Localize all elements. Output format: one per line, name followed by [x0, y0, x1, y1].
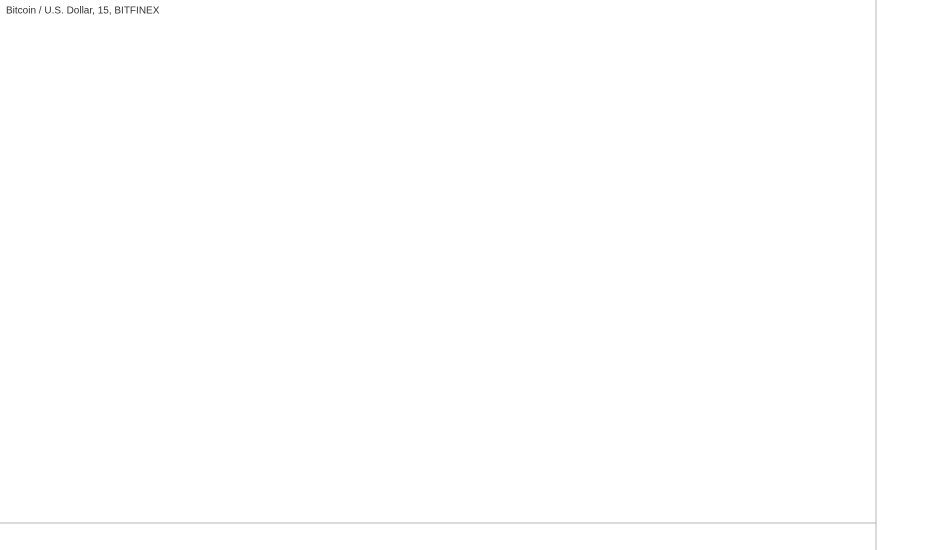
price-scale	[876, 0, 932, 550]
chart-title: Bitcoin / U.S. Dollar, 15, BITFINEX	[6, 6, 160, 17]
